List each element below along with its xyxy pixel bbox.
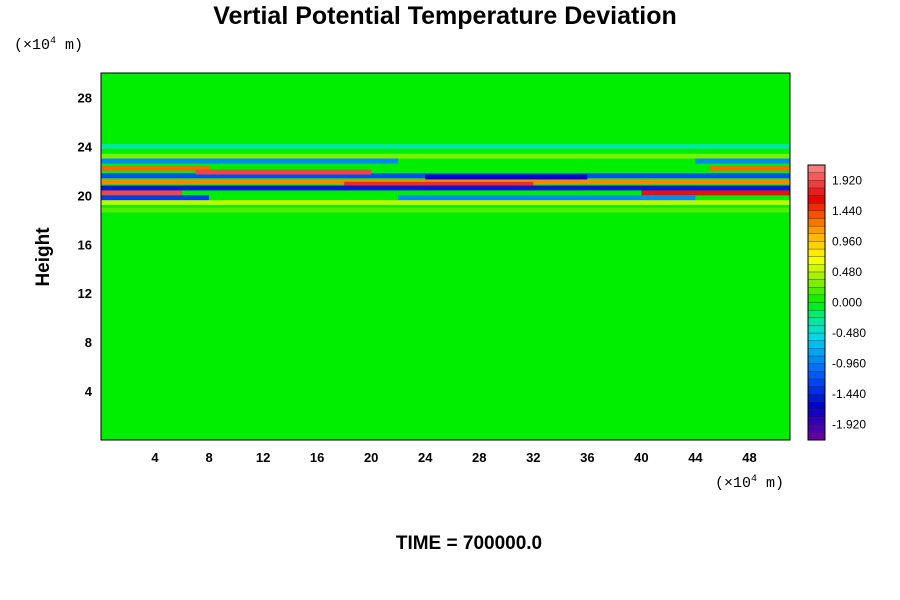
field-band-0 — [101, 143, 790, 149]
field-band-10 — [344, 181, 534, 187]
colorbar-swatch — [807, 363, 826, 372]
colorbar-swatch — [807, 432, 826, 441]
y-tick-label: 16 — [78, 237, 92, 252]
colorbar-swatch — [807, 409, 826, 418]
colorbar-swatch — [807, 271, 826, 280]
x-tick-label: 24 — [418, 450, 433, 465]
colorbar-swatch — [807, 172, 826, 181]
colorbar-swatch — [807, 416, 826, 425]
colorbar-label: 0.960 — [832, 234, 862, 248]
field-band-1 — [101, 153, 790, 159]
y-tick-label: 28 — [78, 90, 92, 105]
x-tick-label: 20 — [364, 450, 378, 465]
x-tick-label: 8 — [205, 450, 212, 465]
plot-frame — [100, 72, 791, 441]
x-tick-label: 12 — [256, 450, 270, 465]
x-tick-label: 16 — [310, 450, 324, 465]
colorbar-swatch — [807, 401, 826, 410]
colorbar-swatch — [807, 256, 826, 265]
y-tick-label: 4 — [85, 384, 93, 399]
y-axis: 4 8 12 16 20 24 28 — [78, 90, 93, 399]
colorbar-swatch — [807, 424, 826, 433]
colorbar-swatch — [807, 218, 826, 227]
field-band-11 — [101, 185, 790, 191]
x-tick-label: 48 — [742, 450, 756, 465]
colorbar-swatch — [807, 279, 826, 288]
colorbar-swatch — [807, 187, 826, 196]
colorbar-swatch — [807, 203, 826, 211]
colorbar-swatch — [807, 309, 826, 318]
colorbar-swatch — [807, 264, 826, 273]
colorbar-swatch — [807, 378, 826, 387]
colorbar-label: 1.920 — [832, 173, 862, 187]
field-band-4 — [101, 165, 210, 171]
colorbar-swatch — [807, 332, 826, 341]
field-band-14 — [101, 195, 210, 201]
x-tick-label: 36 — [580, 450, 594, 465]
y-unit-label: (×104 m) — [14, 36, 83, 54]
colorbar-swatch — [807, 287, 826, 296]
colorbar-swatch — [807, 225, 826, 234]
colorbar-swatch — [807, 325, 826, 334]
colorbar-swatch — [807, 394, 826, 402]
colorbar-label: -1.920 — [832, 418, 866, 432]
field-band-12 — [101, 190, 183, 196]
colorbar-swatch — [807, 248, 826, 257]
x-tick-label: 32 — [526, 450, 540, 465]
colorbar-swatch — [807, 195, 826, 204]
colorbar-frame — [807, 164, 826, 441]
x-tick-label: 28 — [472, 450, 486, 465]
field-band-3 — [695, 158, 790, 164]
x-tick-label: 44 — [688, 450, 703, 465]
colorbar-label: -0.960 — [832, 357, 866, 371]
colorbar-swatch — [807, 317, 826, 326]
x-tick-label: 40 — [634, 450, 648, 465]
field-band-17 — [101, 207, 790, 213]
colorbar-label: -1.440 — [832, 387, 866, 401]
field-background — [101, 73, 790, 440]
colorbar-label: 0.480 — [832, 265, 862, 279]
colorbar-swatch — [807, 371, 826, 380]
y-tick-label: 8 — [85, 335, 92, 350]
chart-title: Vertial Potential Temperature Deviation — [213, 2, 677, 30]
colorbar-swatch — [807, 233, 826, 242]
colorbar-swatch — [807, 348, 826, 357]
colorbar-swatch — [807, 340, 826, 349]
time-label: TIME = 700000.0 — [396, 533, 542, 554]
x-unit-label: (×104 m) — [715, 474, 784, 492]
colorbar-label: -0.480 — [832, 326, 866, 340]
colorbar-label: 1.440 — [832, 204, 862, 218]
colorbar-swatch — [807, 386, 826, 395]
colorbar-label: 0.000 — [832, 296, 862, 310]
y-tick-label: 24 — [78, 139, 93, 154]
colorbar-swatch — [807, 355, 826, 364]
colorbar-swatch — [807, 241, 826, 250]
field-band-7 — [195, 169, 372, 175]
colorbar-swatch — [807, 302, 826, 311]
x-axis: 4 8 12 16 20 24 28 32 36 40 44 48 — [151, 450, 756, 465]
field-band-2 — [101, 158, 399, 164]
plot-area — [101, 73, 790, 440]
colorbar-swatch — [807, 210, 826, 219]
colorbar-swatch — [807, 164, 826, 173]
colorbar-swatch — [807, 294, 826, 303]
field-band-15 — [398, 195, 696, 201]
y-tick-label: 12 — [78, 286, 92, 301]
y-axis-label: Height — [33, 227, 54, 287]
colorbar-swatch — [807, 180, 826, 189]
y-tick-label: 20 — [78, 188, 92, 203]
field-band-9 — [425, 174, 588, 180]
field-band-16 — [101, 200, 790, 206]
x-tick-label: 4 — [151, 450, 159, 465]
colorbar-labels: 1.920 1.440 0.960 0.480 0.000 -0.480 -0.960 -1.… — [832, 173, 866, 431]
colorbar — [807, 164, 826, 441]
field-band-5 — [708, 165, 790, 171]
field-band-13 — [641, 190, 790, 196]
